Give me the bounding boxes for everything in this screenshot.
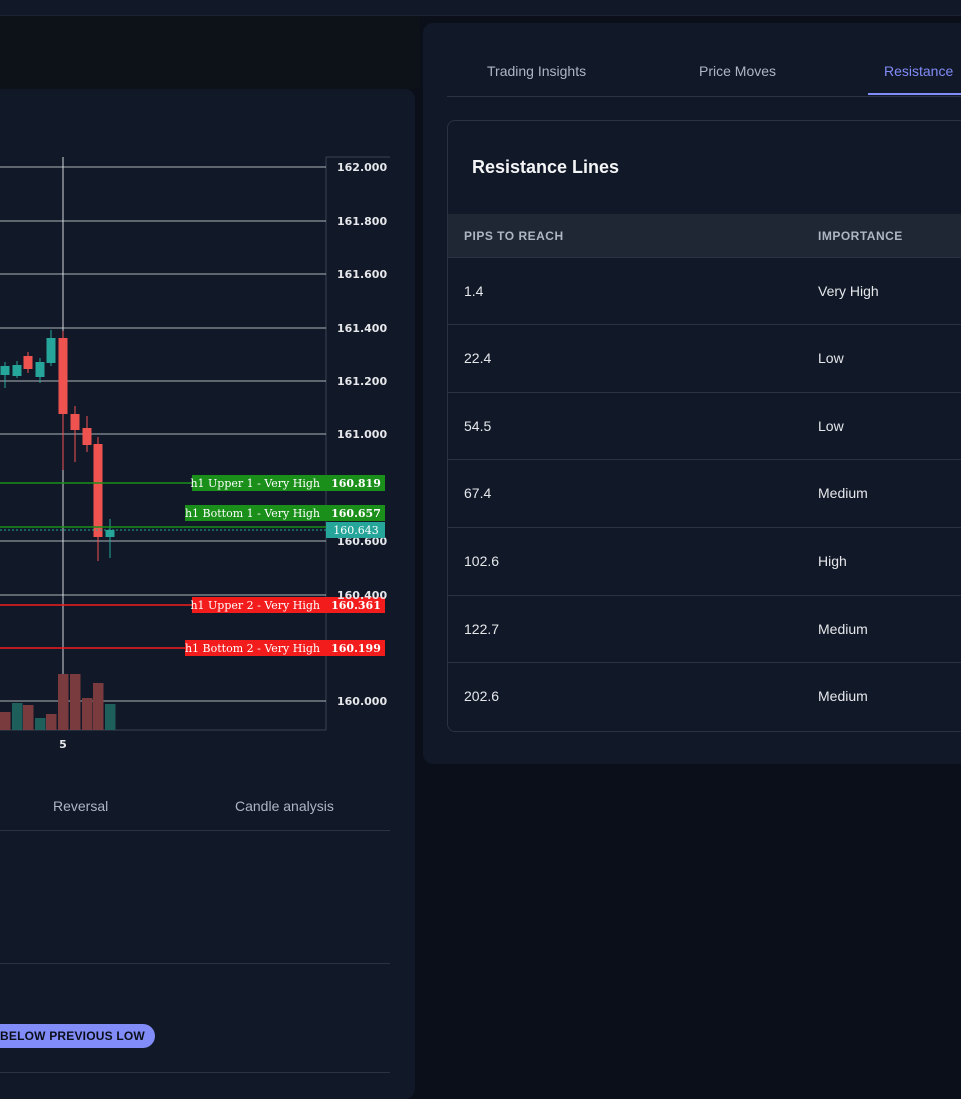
pips-cell: 54.5 xyxy=(464,418,492,434)
price-tick-label: 161.800 xyxy=(337,215,387,228)
candle xyxy=(12,365,22,376)
bottom-tab-bar: Reversal Candle analysis xyxy=(0,790,390,831)
candle xyxy=(82,428,92,445)
table-row[interactable]: 202.6 Medium xyxy=(448,662,961,730)
pips-cell: 102.6 xyxy=(464,553,500,569)
pips-cell: 202.6 xyxy=(464,688,500,704)
current-price-label: 160.643 xyxy=(333,524,379,537)
card-title: Resistance Lines xyxy=(472,157,620,177)
candle xyxy=(105,530,115,537)
price-tick-label: 162.000 xyxy=(337,161,387,174)
level-label: h1 Upper 2 - Very High xyxy=(190,599,320,612)
level-price-box xyxy=(326,475,385,491)
status-badge: BELOW PREVIOUS LOW xyxy=(0,1024,155,1048)
resistance-card: Resistance Lines PIPS TO REACH IMPORTANC… xyxy=(447,120,961,732)
importance-cell: Medium xyxy=(818,688,868,704)
level-label: h1 Upper 1 - Very High xyxy=(190,477,320,490)
tab-resistance[interactable]: Resistance xyxy=(884,63,954,79)
level-price: 160.657 xyxy=(331,507,381,520)
level-label-box xyxy=(192,475,326,491)
top-bar xyxy=(0,0,961,16)
active-tab-indicator xyxy=(868,93,961,95)
tab-bar: Trading Insights Price Moves Resistance xyxy=(447,53,961,97)
candle xyxy=(35,362,45,377)
header-area xyxy=(0,16,420,89)
price-tick-label: 160.400 xyxy=(337,589,387,602)
x-tick-label: 5 xyxy=(59,738,67,751)
level-price: 160.361 xyxy=(331,599,381,612)
volume-bar xyxy=(23,705,34,730)
importance-cell: Low xyxy=(818,350,844,366)
level-price-box xyxy=(326,640,385,656)
price-tick-label: 160.600 xyxy=(337,535,387,548)
price-tick-label: 161.600 xyxy=(337,268,387,281)
pips-cell: 22.4 xyxy=(464,350,492,366)
price-chart[interactable]: h1 Upper 1 - Very High 160.819 h1 Bottom 1… xyxy=(0,0,415,760)
tab-price-moves[interactable]: Price Moves xyxy=(699,63,777,79)
volume-bar xyxy=(70,674,81,730)
volume-bar xyxy=(58,674,69,730)
importance-cell: Medium xyxy=(818,621,868,637)
volume-bar xyxy=(105,704,116,730)
table-row[interactable]: 54.5 Low xyxy=(448,392,961,460)
level-price: 160.199 xyxy=(331,642,381,655)
volume-bar xyxy=(0,712,11,730)
importance-cell: Very High xyxy=(818,283,879,299)
price-tick-label: 160.000 xyxy=(337,695,387,708)
current-price-box xyxy=(326,522,385,538)
divider xyxy=(0,1072,390,1073)
importance-cell: Low xyxy=(818,418,844,434)
level-price-box xyxy=(326,505,385,521)
table-row[interactable]: 1.4 Very High xyxy=(448,257,961,325)
volume-bar xyxy=(82,698,93,730)
level-label: h1 Bottom 2 - Very High xyxy=(185,642,320,655)
volume-bar xyxy=(46,714,57,730)
tab-reversal[interactable]: Reversal xyxy=(53,798,109,814)
chart-panel xyxy=(0,89,415,1099)
table-row[interactable]: 102.6 High xyxy=(448,527,961,595)
importance-cell: High xyxy=(818,553,847,569)
table-row[interactable]: 67.4 Medium xyxy=(448,459,961,527)
candle xyxy=(0,366,10,375)
column-header-pips: PIPS TO REACH xyxy=(464,229,564,243)
table-header: PIPS TO REACH IMPORTANCE xyxy=(448,214,961,257)
volume-bar xyxy=(12,703,23,730)
level-price-box xyxy=(326,597,385,613)
candle xyxy=(46,338,56,363)
insights-panel: Trading Insights Price Moves Resistance … xyxy=(423,23,961,764)
level-label-box xyxy=(185,505,326,521)
price-tick-label: 161.400 xyxy=(337,322,387,335)
level-label-box xyxy=(185,640,326,656)
pips-cell: 1.4 xyxy=(464,283,484,299)
level-label: h1 Bottom 1 - Very High xyxy=(185,507,320,520)
price-tick-label: 161.200 xyxy=(337,375,387,388)
candle xyxy=(58,338,68,414)
pips-cell: 67.4 xyxy=(464,485,492,501)
level-price: 160.819 xyxy=(331,477,381,490)
candle xyxy=(93,444,103,537)
level-label-box xyxy=(192,597,326,613)
pips-cell: 122.7 xyxy=(464,621,500,637)
tab-trading-insights[interactable]: Trading Insights xyxy=(487,63,587,79)
candle xyxy=(70,414,80,430)
volume-bar xyxy=(93,683,104,730)
volume-bar xyxy=(35,718,46,730)
importance-cell: Medium xyxy=(818,485,868,501)
price-tick-label: 161.000 xyxy=(337,428,387,441)
table-row[interactable]: 122.7 Medium xyxy=(448,595,961,663)
table-row[interactable]: 22.4 Low xyxy=(448,324,961,392)
divider xyxy=(0,963,390,964)
column-header-importance: IMPORTANCE xyxy=(818,229,903,243)
tab-candle-analysis[interactable]: Candle analysis xyxy=(235,798,334,814)
candle xyxy=(23,356,33,369)
